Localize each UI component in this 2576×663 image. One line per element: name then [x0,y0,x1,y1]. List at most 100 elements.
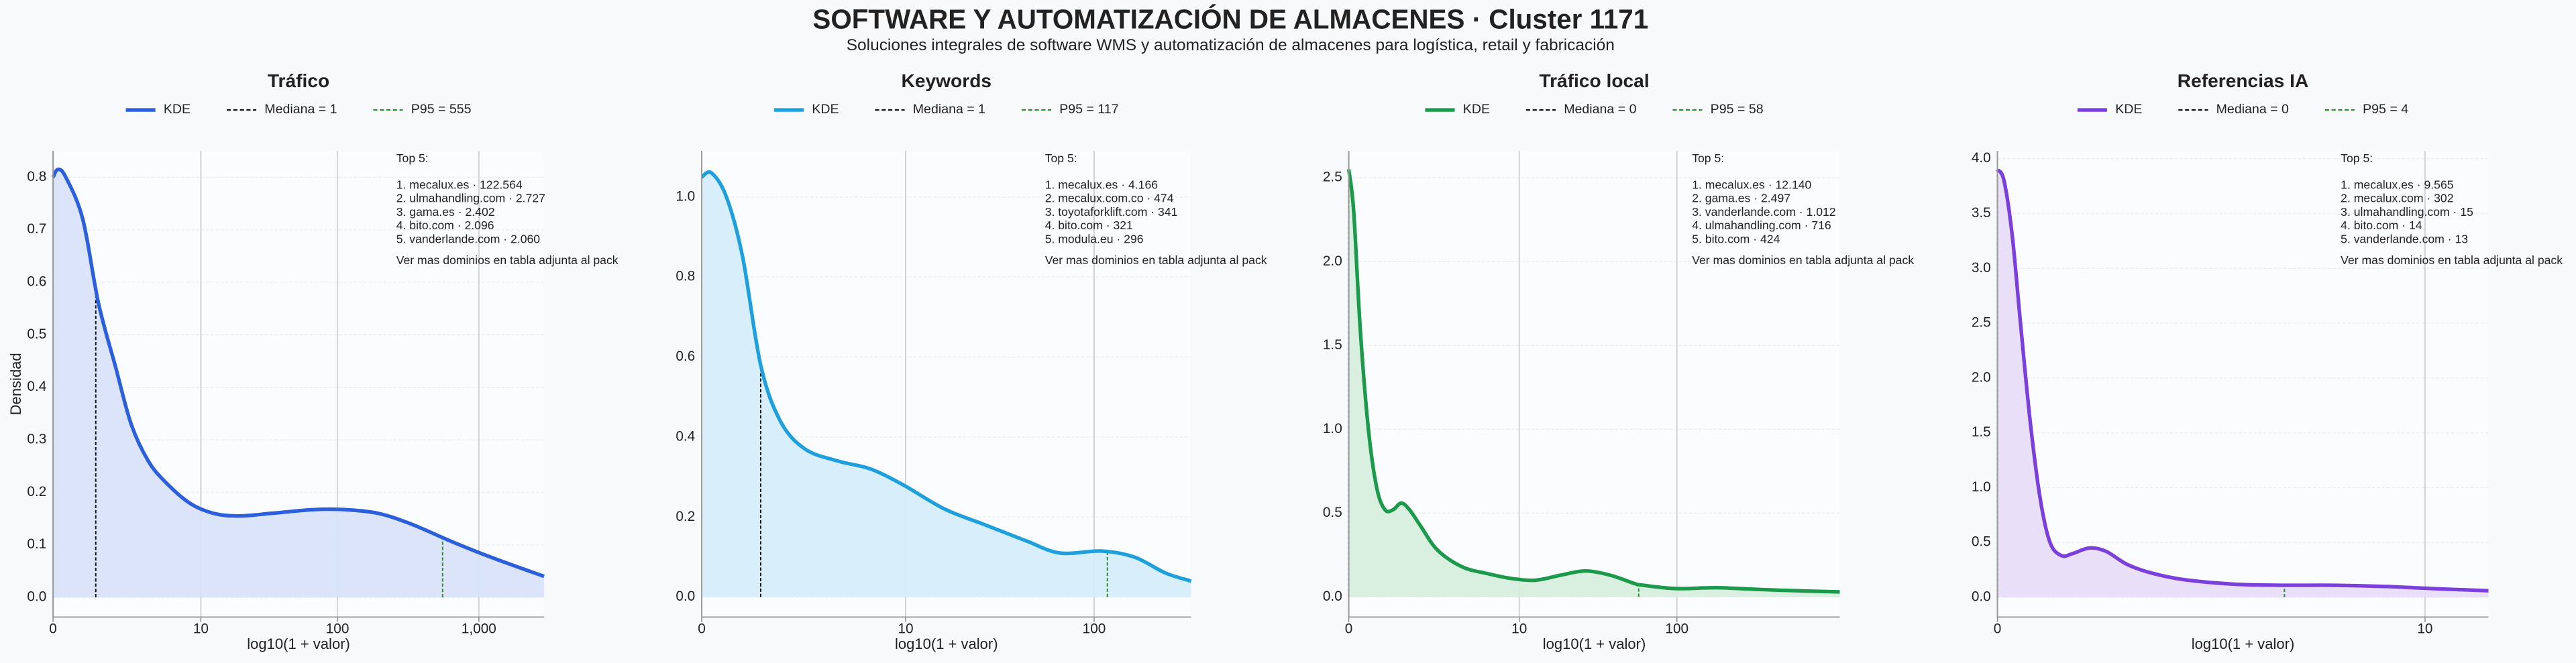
annotation-footer: Ver mas dominios en tabla adjunta al pac… [1045,253,1267,267]
legend-label: KDE [2115,102,2142,117]
annotation-item: 1. mecalux.es · 4.166 [1045,178,1159,191]
y-tick-label: 0.5 [27,326,46,342]
y-tick-label: 0.5 [1323,505,1342,520]
annotation-item: 5. bito.com · 424 [1692,233,1780,246]
y-tick-label: 0.0 [27,589,46,605]
panel-title: Tráfico local [1539,70,1649,91]
y-tick-label: 2.0 [1972,369,1991,385]
y-tick-label: 1.5 [1323,337,1342,353]
x-tick-label: 10 [898,621,913,636]
y-tick-label: 0.0 [1323,589,1342,604]
y-tick-label: 0.8 [676,269,695,284]
x-axis-label: log10(1 + valor) [2192,636,2295,652]
y-tick-label: 0.4 [676,428,695,444]
plot-area [1997,151,2489,617]
legend-label: P95 = 117 [1059,102,1118,117]
x-tick-label: 1,000 [462,621,496,636]
y-tick-label: 3.5 [1972,205,1991,221]
y-tick-label: 0.0 [676,589,695,604]
annotation-item: 1. mecalux.es · 9.565 [2341,178,2454,191]
legend-label: P95 = 58 [1711,102,1764,117]
y-tick-label: 1.0 [676,188,695,204]
annotation-item: 2. ulmahandling.com · 2.727 [396,192,545,205]
y-tick-label: 1.0 [1323,421,1342,436]
y-tick-label: 0.2 [676,509,695,524]
legend-label: Mediana = 1 [913,102,985,117]
y-tick-label: 0.5 [1972,534,1991,550]
y-tick-label: 3.0 [1972,260,1991,276]
y-tick-label: 1.0 [1972,479,1991,495]
x-tick-label: 0 [1345,621,1353,636]
y-tick-label: 2.0 [1323,253,1342,269]
y-tick-label: 0.7 [27,221,46,237]
x-axis-label: log10(1 + valor) [247,636,350,652]
y-tick-label: 1.5 [1972,424,1991,440]
annotation-item: 4. ulmahandling.com · 716 [1692,219,1831,232]
annotation-item: 3. ulmahandling.com · 15 [2341,205,2473,219]
annotation-item: 4. bito.com · 2.096 [396,219,494,232]
annotation-heading: Top 5: [396,152,429,165]
annotation-item: 3. vanderlande.com · 1.012 [1692,205,1835,219]
annotation-footer: Ver mas dominios en tabla adjunta al pac… [1692,253,1914,267]
kde-area [1348,169,1840,597]
figure-subtitle: Soluciones integrales de software WMS y … [847,36,1615,54]
annotation-heading: Top 5: [1045,152,1077,165]
y-tick-label: 0.1 [27,536,46,552]
panel-title: Referencias IA [2178,70,2309,91]
legend-label: P95 = 4 [2363,102,2408,117]
annotation-item: 4. bito.com · 321 [1045,219,1133,232]
kde-area [702,172,1191,597]
annotation-footer: Ver mas dominios en tabla adjunta al pac… [2341,253,2563,267]
annotation-item: 2. mecalux.com · 302 [2341,192,2453,205]
kde-area [1997,170,2489,598]
annotation-item: 1. mecalux.es · 12.140 [1692,178,1811,191]
annotation-item: 2. mecalux.com.co · 474 [1045,192,1174,205]
annotation-heading: Top 5: [2341,152,2373,165]
x-tick-label: 10 [2417,621,2432,636]
x-tick-label: 100 [326,621,350,636]
legend-label: KDE [1463,102,1490,117]
annotation-item: 2. gama.es · 2.497 [1692,192,1790,205]
x-tick-label: 10 [1511,621,1527,636]
y-tick-label: 4.0 [1972,150,1991,166]
x-tick-label: 0 [698,621,706,636]
kde-line [1346,169,1840,594]
y-tick-label: 0.4 [27,379,46,394]
x-tick-label: 10 [193,621,209,636]
annotation-item: 3. toyotaforklift.com · 341 [1045,205,1178,219]
legend-label: KDE [812,102,839,117]
x-tick-label: 100 [1083,621,1106,636]
x-tick-label: 100 [1665,621,1688,636]
legend-label: Mediana = 0 [1564,102,1636,117]
y-tick-label: 0.3 [27,432,46,447]
figure-title: SOFTWARE Y AUTOMATIZACIÓN DE ALMACENES ·… [812,3,1648,34]
annotation-footer: Ver mas dominios en tabla adjunta al pac… [396,253,619,267]
annotation-item: 5. vanderlande.com · 13 [2341,233,2468,246]
x-axis-label: log10(1 + valor) [1543,636,1646,652]
annotation-item: 1. mecalux.es · 122.564 [396,178,523,191]
annotation-item: 5. modula.eu · 296 [1045,233,1144,246]
y-tick-label: 0.6 [27,274,46,290]
legend-label: Mediana = 1 [264,102,337,117]
annotation-item: 3. gama.es · 2.402 [396,205,495,219]
y-tick-label: 2.5 [1323,170,1342,185]
legend-label: Mediana = 0 [2216,102,2289,117]
kde-line [700,170,1192,583]
y-tick-label: 0.2 [27,484,46,499]
x-axis-label: log10(1 + valor) [895,636,998,652]
legend-label: P95 = 555 [411,102,472,117]
x-tick-label: 0 [1994,621,2002,636]
kde-line [51,167,545,579]
y-tick-label: 0.0 [1972,589,1991,605]
y-tick-label: 0.8 [27,169,46,184]
annotation-item: 4. bito.com · 14 [2341,219,2422,232]
x-tick-label: 0 [49,621,57,636]
annotation-item: 5. vanderlande.com · 2.060 [396,233,541,246]
panel-title: Tráfico [268,70,329,91]
panel-title: Keywords [902,70,992,91]
kde-line [1996,168,2489,593]
y-axis-label: Densidad [7,353,24,415]
annotation-heading: Top 5: [1692,152,1724,165]
y-tick-label: 2.5 [1972,315,1991,330]
